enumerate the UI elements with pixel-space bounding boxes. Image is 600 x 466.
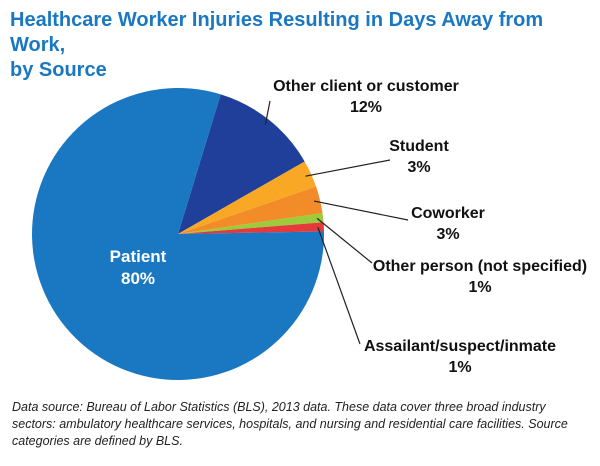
slice-label-other-client: Other client or customer 12% <box>246 76 486 118</box>
pie-slice-assailant <box>178 222 324 234</box>
source-note: Data source: Bureau of Labor Statistics … <box>12 400 568 448</box>
leader-line-other-client <box>264 100 271 125</box>
slice-label-other-person-value: 1% <box>468 279 492 296</box>
chart-title: Healthcare Worker Injuries Resulting in … <box>10 8 590 83</box>
pie-slice-student <box>178 161 317 234</box>
slice-label-student-name: Student <box>389 138 449 155</box>
slice-label-patient-value: 80% <box>120 269 156 288</box>
slice-label-patient-name: Patient <box>109 247 167 266</box>
leader-line-other-person <box>316 217 373 264</box>
pie-slice-other-person <box>178 213 324 234</box>
leader-line-coworker <box>313 200 409 221</box>
slice-label-assailant-value: 1% <box>448 359 472 376</box>
slice-label-other-person: Other person (not specified) 1% <box>364 256 596 298</box>
slice-label-student-value: 3% <box>407 159 431 176</box>
chart-title-line-1: Healthcare Worker Injuries Resulting in … <box>10 9 544 56</box>
slice-label-coworker-value: 3% <box>436 226 460 243</box>
slice-label-assailant-name: Assailant/suspect/inmate <box>363 338 557 355</box>
pie-slice-coworker <box>178 186 323 234</box>
pie-slice-other-client <box>178 94 305 234</box>
slice-label-other-client-value: 12% <box>349 99 383 116</box>
slice-label-student: Student 3% <box>374 136 464 178</box>
slice-label-coworker: Coworker 3% <box>398 203 498 245</box>
pie-slice-patient <box>32 88 325 381</box>
chart-title-line-2: by Source <box>10 59 107 81</box>
leader-line-student <box>305 159 391 177</box>
slice-label-other-person-name: Other person (not specified) <box>372 258 588 275</box>
slice-label-patient: Patient 80% <box>88 246 188 290</box>
slice-label-other-client-name: Other client or customer <box>273 78 459 95</box>
slice-label-coworker-name: Coworker <box>411 205 485 222</box>
leader-line-assailant <box>317 226 361 345</box>
slice-label-assailant: Assailant/suspect/inmate 1% <box>360 336 560 378</box>
